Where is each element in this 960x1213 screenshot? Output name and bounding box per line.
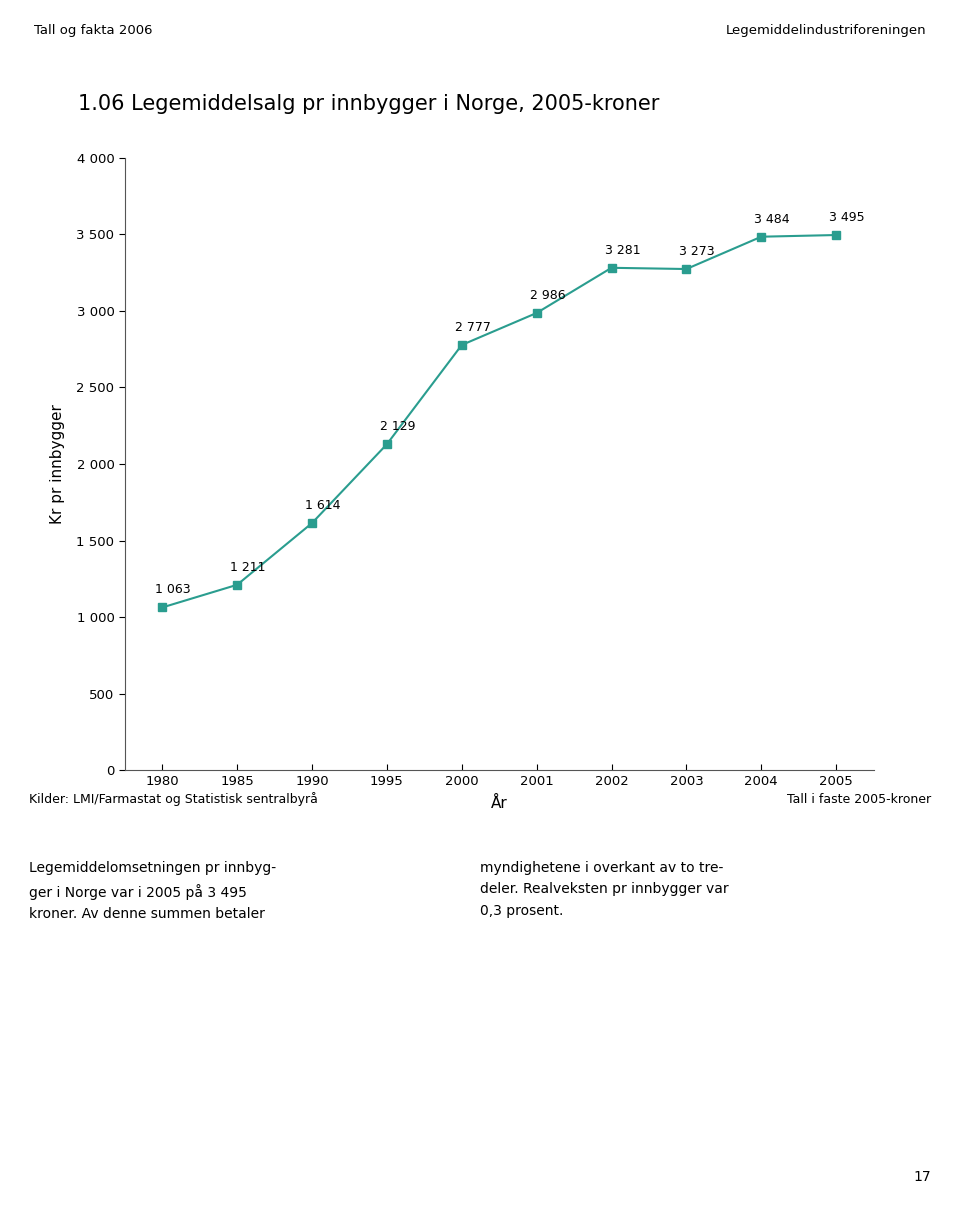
Text: 17: 17 <box>914 1169 931 1184</box>
Text: 2 129: 2 129 <box>380 420 416 433</box>
Text: Tall og fakta 2006: Tall og fakta 2006 <box>34 24 152 36</box>
Text: Legemiddelomsetningen pr innbyg-
ger i Norge var i 2005 på 3 495
kroner. Av denn: Legemiddelomsetningen pr innbyg- ger i N… <box>29 861 276 921</box>
Text: 1.06 Legemiddelsalg pr innbygger i Norge, 2005-kroner: 1.06 Legemiddelsalg pr innbygger i Norge… <box>79 95 660 114</box>
Text: Kilder: LMI/Farmastat og Statistisk sentralbyrå: Kilder: LMI/Farmastat og Statistisk sent… <box>29 792 318 807</box>
Text: 2 986: 2 986 <box>530 289 565 302</box>
Text: 2 777: 2 777 <box>455 321 491 334</box>
Text: myndighetene i overkant av to tre-
deler. Realveksten pr innbygger var
0,3 prose: myndighetene i overkant av to tre- deler… <box>480 861 729 917</box>
Y-axis label: Kr pr innbygger: Kr pr innbygger <box>50 404 65 524</box>
Text: 3 484: 3 484 <box>755 212 790 226</box>
Text: 1 211: 1 211 <box>230 560 266 574</box>
Text: 3 273: 3 273 <box>680 245 715 258</box>
Text: 1 614: 1 614 <box>305 499 341 512</box>
Text: 3 495: 3 495 <box>829 211 865 224</box>
Text: 3 281: 3 281 <box>605 244 640 257</box>
Text: Tall i faste 2005-kroner: Tall i faste 2005-kroner <box>787 793 931 805</box>
Text: 1 063: 1 063 <box>156 583 191 597</box>
Text: Legemiddelindustriforeningen: Legemiddelindustriforeningen <box>726 24 926 36</box>
X-axis label: År: År <box>491 797 508 811</box>
